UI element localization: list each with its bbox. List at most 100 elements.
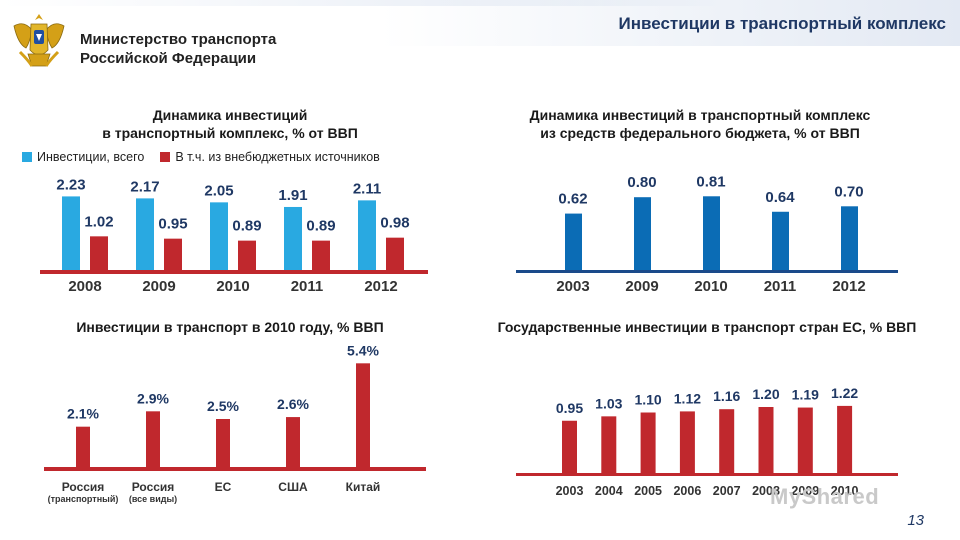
slide-title: Инвестиции в транспортный комплекс — [618, 14, 946, 33]
chart1-label-offbudget-2011: 0.89 — [306, 218, 335, 235]
chart2-title-line-2: из средств федерального бюджета, % от ВВ… — [540, 125, 860, 141]
chart2-tick-2003: 2003 — [556, 278, 589, 295]
chart4-label-2004: 1.03 — [595, 395, 622, 411]
title-band — [380, 0, 960, 46]
chart1-bar-total-2009 — [136, 198, 154, 270]
chart1-tick-2009: 2009 — [142, 278, 175, 295]
chart1-bar-total-2012 — [358, 200, 376, 270]
chart4-bar-2007 — [719, 409, 735, 473]
chart1-label-total-2009: 2.17 — [130, 178, 159, 195]
chart3-bar-4 — [356, 363, 370, 467]
ministry-name: Министерство транспорта Российской Федер… — [80, 30, 276, 68]
chart1-bar-offbudget-2008 — [90, 236, 108, 270]
chart3-title-line-1: Инвестиции в транспорт в 2010 году, % ВВ… — [76, 319, 384, 335]
chart1-tick-2010: 2010 — [216, 278, 249, 295]
chart2-tick-2012: 2012 — [832, 278, 865, 295]
chart4-bar-2003 — [562, 420, 577, 473]
chart3-tick-4: Китай — [346, 480, 381, 494]
chart3-label-2: 2.5% — [207, 398, 239, 414]
legend-label-offbudget: В т.ч. из внебюджетных источников — [175, 150, 380, 164]
chart3-bar-1 — [146, 411, 160, 467]
chart4-bar-2008 — [758, 407, 774, 473]
chart3-subtick-0: (транспортный) — [48, 494, 119, 504]
chart3-label-3: 2.6% — [277, 396, 309, 412]
chart1-bar-offbudget-2010 — [238, 240, 256, 270]
chart3-tick-2: ЕС — [215, 480, 232, 494]
coat-of-arms-icon — [13, 14, 65, 67]
chart4-bar-2005 — [640, 412, 656, 473]
chart4-title-line-1: Государственные инвестиции в транспорт с… — [497, 319, 917, 335]
chart1-label-offbudget-2010: 0.89 — [232, 218, 261, 235]
chart1-label-offbudget-2012: 0.98 — [380, 215, 409, 232]
chart3-tick-0: Россия — [62, 480, 105, 494]
chart2-label-2012: 0.70 — [834, 183, 863, 200]
chart3-subtick-1: (все виды) — [129, 494, 177, 504]
chart2-bar-2009 — [634, 197, 651, 270]
chart4-tick-2004: 2004 — [595, 484, 623, 498]
chart3-label-1: 2.9% — [137, 390, 169, 406]
chart4-label-2009: 1.19 — [792, 387, 819, 403]
chart3-bar-0 — [76, 426, 90, 467]
chart2-label-2011: 0.64 — [765, 189, 795, 206]
chart4-bar-2009 — [797, 407, 813, 473]
chart2-tick-2010: 2010 — [694, 278, 727, 295]
chart2-baseline — [516, 270, 898, 273]
chart2-tick-2009: 2009 — [625, 278, 658, 295]
chart1-bar-offbudget-2011 — [312, 240, 330, 270]
legend-swatch-offbudget — [160, 152, 171, 162]
chart1-title-line-1: Динамика инвестиций — [152, 107, 308, 123]
chart3-bar-3 — [286, 417, 300, 467]
legend-item-total: Инвестиции, всего — [22, 150, 144, 164]
chart1-baseline — [40, 270, 428, 274]
legend-item-offbudget: В т.ч. из внебюджетных источников — [160, 150, 380, 164]
chart1-bar-total-2010 — [210, 202, 228, 270]
chart4-tick-2009: 2009 — [791, 484, 819, 498]
chart3-label-4: 5.4% — [347, 342, 379, 358]
chart2-label-2003: 0.62 — [558, 191, 587, 208]
chart2-title-line-1: Динамика инвестиций в транспортный компл… — [529, 107, 871, 123]
chart1-bar-total-2008 — [62, 196, 80, 270]
chart3-label-0: 2.1% — [67, 406, 99, 422]
chart4-label-2006: 1.12 — [674, 390, 701, 406]
legend-swatch-total — [22, 152, 32, 162]
chart1-label-offbudget-2008: 1.02 — [84, 213, 113, 230]
chart2-title: Динамика инвестиций в транспортный компл… — [480, 106, 920, 142]
chart1-bar-offbudget-2009 — [164, 238, 182, 270]
chart4-label-2005: 1.10 — [634, 392, 661, 408]
chart1-label-total-2011: 1.91 — [278, 187, 307, 204]
chart2-bar-2012 — [841, 206, 858, 270]
chart1-label-total-2008: 2.23 — [56, 176, 85, 193]
chart4-label-2003: 0.95 — [556, 400, 583, 416]
chart1-label-total-2010: 2.05 — [204, 182, 233, 199]
chart4-label-2010: 1.22 — [831, 385, 858, 401]
chart4-tick-2003: 2003 — [556, 484, 584, 498]
chart1-tick-2011: 2011 — [291, 278, 324, 295]
watermark: MyShared — [770, 484, 880, 509]
chart4-tick-2010: 2010 — [831, 484, 859, 498]
chart4-tick-2006: 2006 — [673, 484, 701, 498]
chart1-tick-2008: 2008 — [68, 278, 101, 295]
chart4-label-2008: 1.20 — [752, 386, 779, 402]
chart4-baseline — [516, 473, 898, 476]
chart4-bar-2004 — [601, 416, 617, 473]
chart1-tick-2012: 2012 — [364, 278, 397, 295]
chart1-title: Динамика инвестиций в транспортный компл… — [20, 106, 440, 142]
chart3-tick-1: Россия — [132, 480, 175, 494]
chart2-bar-2010 — [703, 196, 720, 270]
chart1-title-line-2: в транспортный комплекс, % от ВВП — [102, 125, 358, 141]
chart4-tick-2005: 2005 — [634, 484, 662, 498]
chart2-bar-2003 — [565, 213, 582, 270]
chart3-title: Инвестиции в транспорт в 2010 году, % ВВ… — [20, 318, 440, 336]
chart3-baseline — [44, 467, 426, 471]
chart1-bar-offbudget-2012 — [386, 237, 404, 270]
chart4-tick-2008: 2008 — [752, 484, 780, 498]
chart4-tick-2007: 2007 — [713, 484, 741, 498]
chart2-label-2009: 0.80 — [627, 174, 656, 191]
chart4-bar-2010 — [837, 405, 853, 473]
chart3-bar-2 — [216, 419, 230, 467]
page-number: 13 — [907, 512, 924, 529]
chart4-title: Государственные инвестиции в транспорт с… — [462, 318, 952, 336]
chart3-tick-3: США — [278, 480, 308, 494]
chart1-bar-total-2011 — [284, 206, 302, 270]
